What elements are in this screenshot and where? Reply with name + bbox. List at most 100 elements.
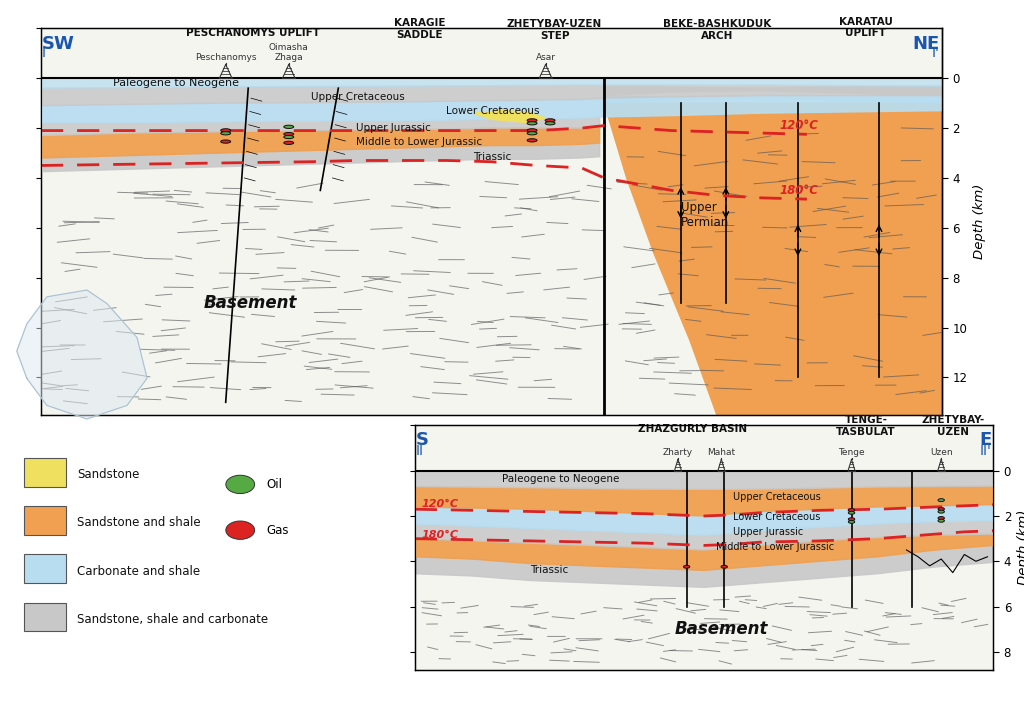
- Ellipse shape: [221, 140, 230, 143]
- Ellipse shape: [527, 122, 537, 125]
- Polygon shape: [415, 520, 993, 550]
- Bar: [25, 458, 66, 487]
- Text: Paleogene to Neogene: Paleogene to Neogene: [502, 474, 618, 484]
- Bar: [25, 554, 66, 584]
- Ellipse shape: [938, 519, 944, 523]
- Text: I': I': [932, 46, 939, 60]
- Text: KARAGIE
SADDLE: KARAGIE SADDLE: [393, 18, 445, 40]
- Polygon shape: [41, 127, 600, 158]
- Ellipse shape: [221, 132, 230, 135]
- Circle shape: [226, 475, 255, 493]
- Polygon shape: [41, 143, 600, 172]
- Polygon shape: [415, 425, 993, 670]
- Circle shape: [226, 521, 255, 540]
- Polygon shape: [41, 96, 942, 123]
- Polygon shape: [415, 534, 993, 570]
- Ellipse shape: [527, 119, 537, 122]
- Ellipse shape: [848, 518, 855, 520]
- Text: SW: SW: [42, 35, 75, 52]
- Bar: [25, 506, 66, 535]
- Text: 180°C: 180°C: [780, 184, 819, 197]
- Text: Triassic: Triassic: [530, 565, 568, 575]
- Text: Oil: Oil: [266, 478, 283, 491]
- Text: Sandstone and shale: Sandstone and shale: [78, 516, 201, 530]
- Text: Upper Jurassic: Upper Jurassic: [733, 527, 803, 537]
- Text: Sandstone, shale and carbonate: Sandstone, shale and carbonate: [78, 613, 268, 626]
- Text: Carbonate and shale: Carbonate and shale: [78, 564, 201, 578]
- Ellipse shape: [848, 508, 855, 512]
- Text: S: S: [416, 431, 428, 449]
- Text: Paleogene to Neogene: Paleogene to Neogene: [113, 78, 239, 88]
- Polygon shape: [415, 505, 993, 535]
- Text: Peschanomys: Peschanomys: [195, 53, 256, 62]
- Ellipse shape: [284, 141, 294, 145]
- Polygon shape: [604, 103, 942, 415]
- Text: NE: NE: [912, 35, 939, 52]
- Text: Middle to Lower Jurassic: Middle to Lower Jurassic: [716, 542, 834, 552]
- Polygon shape: [415, 545, 993, 587]
- Text: Basement: Basement: [203, 294, 297, 311]
- Text: Sandstone: Sandstone: [78, 468, 139, 481]
- Ellipse shape: [284, 125, 294, 128]
- Ellipse shape: [527, 139, 537, 142]
- Text: BEKE-BASHKUDUK
ARCH: BEKE-BASHKUDUK ARCH: [663, 19, 771, 41]
- Ellipse shape: [221, 129, 230, 132]
- Text: TENGE-
TASBULAT: TENGE- TASBULAT: [837, 415, 896, 437]
- Text: Lower Cretaceous: Lower Cretaceous: [446, 106, 540, 116]
- Text: 120°C: 120°C: [780, 119, 819, 133]
- Polygon shape: [16, 290, 147, 419]
- Text: Oimasha
Zhaga: Oimasha Zhaga: [269, 43, 308, 62]
- Text: E: E: [979, 431, 991, 449]
- Text: Uzen: Uzen: [930, 448, 952, 457]
- Text: Upper
Permian: Upper Permian: [681, 201, 729, 229]
- Polygon shape: [415, 471, 993, 489]
- Ellipse shape: [938, 498, 944, 501]
- Polygon shape: [415, 486, 993, 516]
- Ellipse shape: [938, 510, 944, 513]
- Text: Basement: Basement: [675, 620, 769, 638]
- Polygon shape: [41, 85, 942, 106]
- Y-axis label: Depth (km): Depth (km): [1017, 510, 1024, 586]
- Text: Upper Cretaceous: Upper Cretaceous: [311, 92, 406, 102]
- Ellipse shape: [938, 508, 944, 510]
- Ellipse shape: [545, 119, 555, 122]
- Ellipse shape: [721, 565, 727, 568]
- Text: Zharty: Zharty: [663, 448, 693, 457]
- Ellipse shape: [527, 132, 537, 135]
- Polygon shape: [604, 86, 942, 96]
- Polygon shape: [41, 78, 942, 88]
- Ellipse shape: [848, 520, 855, 523]
- Text: Mahat: Mahat: [708, 448, 735, 457]
- Text: Tenge: Tenge: [839, 448, 865, 457]
- Text: 180°C: 180°C: [422, 530, 459, 540]
- Ellipse shape: [938, 517, 944, 520]
- Text: II': II': [980, 444, 991, 457]
- Text: Lower Cretaceous: Lower Cretaceous: [733, 512, 820, 522]
- Text: I: I: [42, 46, 46, 60]
- Text: Upper Jurassic: Upper Jurassic: [356, 123, 431, 133]
- Text: ZHAZGURLY BASIN: ZHAZGURLY BASIN: [638, 425, 746, 435]
- Ellipse shape: [284, 135, 294, 139]
- Text: 120°C: 120°C: [422, 499, 459, 509]
- Text: KARATAU
UPLIFT: KARATAU UPLIFT: [839, 17, 893, 38]
- Text: ZHETYBAY-
UZEN: ZHETYBAY- UZEN: [922, 415, 984, 437]
- Ellipse shape: [527, 129, 537, 132]
- Text: Asar: Asar: [536, 53, 556, 62]
- Text: ZHETYBAY-UZEN
STEP: ZHETYBAY-UZEN STEP: [507, 19, 602, 41]
- Text: Upper Cretaceous: Upper Cretaceous: [733, 492, 820, 502]
- Bar: [25, 603, 66, 632]
- Text: II: II: [416, 444, 423, 457]
- Ellipse shape: [284, 133, 294, 135]
- Text: PESCHANOMYS UPLIFT: PESCHANOMYS UPLIFT: [185, 28, 319, 38]
- Text: Middle to Lower Jurassic: Middle to Lower Jurassic: [356, 137, 482, 147]
- Ellipse shape: [545, 122, 555, 125]
- Y-axis label: Depth (km): Depth (km): [973, 184, 986, 259]
- Text: Gas: Gas: [266, 524, 289, 537]
- Polygon shape: [473, 111, 546, 123]
- Ellipse shape: [683, 565, 690, 568]
- Polygon shape: [41, 117, 600, 135]
- Text: Triassic: Triassic: [473, 152, 512, 162]
- Polygon shape: [41, 28, 942, 415]
- Polygon shape: [604, 96, 942, 103]
- Ellipse shape: [848, 511, 855, 514]
